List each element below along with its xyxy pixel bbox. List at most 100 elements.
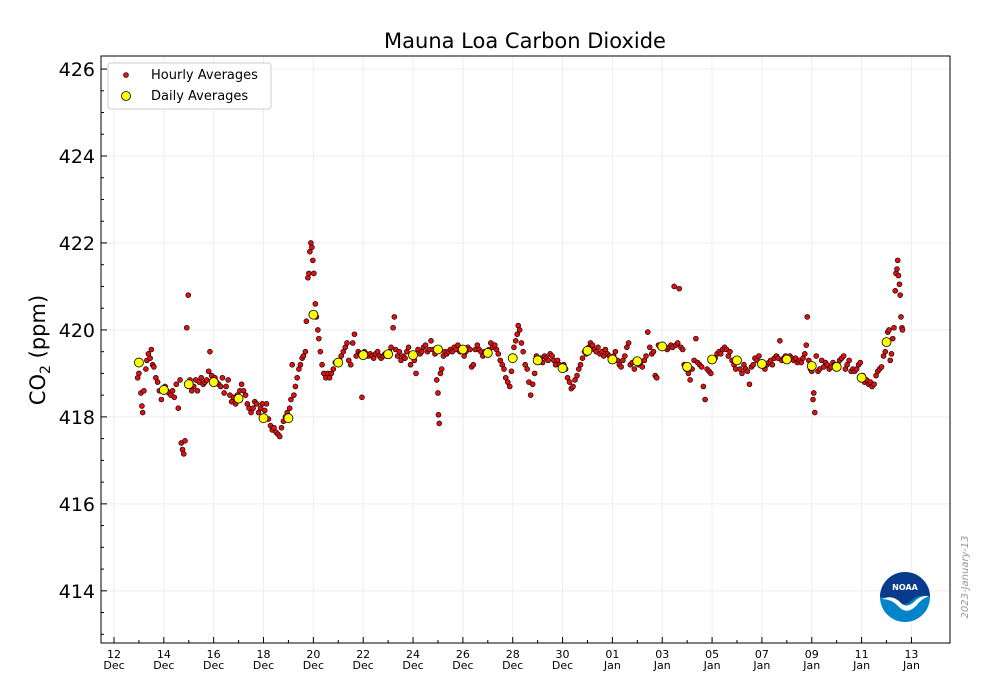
hourly-point [278, 424, 285, 431]
hourly-point [223, 383, 229, 390]
noaa-logo-gull [882, 595, 929, 611]
hourly-point [570, 383, 576, 390]
hourly-point [625, 340, 632, 346]
hourly-point [303, 318, 310, 325]
hourly-point [897, 292, 904, 298]
hourly-point [292, 383, 299, 390]
hourly-point [644, 329, 651, 335]
hourly-point [811, 409, 818, 416]
x-tick-label-day: 01 [605, 648, 619, 661]
x-tick-label-month: Dec [103, 659, 124, 672]
hourly-point [804, 314, 811, 320]
hourly-point [250, 405, 256, 412]
legend-hourly-label: Hourly Averages [151, 68, 258, 83]
hourly-point [495, 351, 502, 357]
x-tick-label-day: 26 [456, 648, 470, 661]
hourly-point [739, 370, 745, 377]
hourly-point [545, 357, 551, 364]
hourly-point [344, 340, 350, 346]
hourly-point [813, 353, 820, 359]
daily-point [258, 413, 269, 424]
hourly-point [143, 366, 149, 372]
y-axis-label: CO2 (ppm) [26, 295, 54, 405]
hourly-point [744, 368, 751, 375]
hourly-point [687, 377, 693, 383]
hourly-point [288, 396, 294, 403]
hourly-point [803, 342, 810, 348]
hourly-point [702, 396, 708, 403]
x-tick-label-month: Jan [603, 659, 621, 672]
x-tick-label-month: Dec [402, 659, 423, 672]
hourly-point [467, 346, 473, 353]
hourly-point [205, 368, 212, 375]
x-tick-label-day: 05 [705, 648, 719, 661]
daily-point [532, 355, 543, 366]
hourly-point [319, 361, 325, 368]
noaa-logo-top [880, 572, 930, 605]
hourly-point [169, 388, 176, 394]
hourly-point [147, 355, 153, 361]
x-tick-label-day: 11 [855, 648, 869, 661]
x-tick-label-day: 09 [805, 648, 819, 661]
y-tick-label: 420 [59, 320, 95, 342]
hourly-point [508, 368, 515, 375]
hourly-point [679, 346, 686, 353]
hourly-point [185, 292, 192, 298]
y-tick-label: 426 [59, 59, 95, 81]
hourly-point [895, 272, 902, 279]
x-tick-label-day: 24 [406, 648, 420, 661]
hourly-point [516, 327, 523, 333]
axes: 41441641842042242442612Dec14Dec16Dec18De… [59, 59, 920, 672]
hourly-point [139, 403, 145, 409]
hourly-point [171, 394, 178, 401]
hourly-point [306, 270, 312, 277]
daily-point [607, 354, 618, 365]
hourly-point [242, 392, 249, 398]
hourly-point [396, 348, 403, 355]
hourly-point [653, 374, 660, 381]
x-tick-label-day: 12 [107, 648, 121, 661]
hourly-point [700, 383, 707, 390]
y-tick-label: 418 [59, 407, 95, 429]
date-watermark: 2023-January-13 [960, 536, 971, 619]
hourly-point [428, 338, 434, 344]
hourly-point [520, 348, 526, 355]
hourly-point [148, 346, 155, 353]
hourly-point [769, 361, 776, 368]
hourly-point [297, 361, 304, 368]
daily-point [233, 393, 244, 404]
hourly-point [750, 361, 756, 368]
hourly-point [810, 396, 816, 403]
hourly-point [512, 338, 519, 344]
hourly-point [676, 285, 682, 292]
hourly-point [286, 405, 293, 412]
legend-daily-label: Daily Averages [151, 89, 248, 104]
hourly-point [531, 370, 538, 377]
daily-point [781, 354, 792, 365]
hourly-point [727, 348, 733, 355]
hourly-point [650, 348, 657, 355]
daily-point [408, 350, 418, 361]
hourly-point [671, 283, 678, 290]
hourly-point [882, 348, 889, 355]
daily-point [457, 344, 468, 355]
x-tick-label-month: Jan [752, 659, 770, 672]
hourly-point [631, 366, 638, 372]
daily-point [831, 361, 842, 372]
hourly-point [407, 361, 414, 368]
hourly-point [887, 357, 894, 364]
hourly-point [151, 364, 157, 370]
hourly-point [898, 314, 904, 320]
hourly-point [674, 340, 681, 346]
hourly-point [506, 383, 513, 390]
x-tick-label-month: Jan [802, 659, 820, 672]
daily-point [806, 361, 817, 371]
x-tick-label-day: 14 [157, 648, 171, 661]
hourly-point [291, 392, 297, 398]
daily-point [134, 357, 144, 368]
hourly-point [263, 401, 270, 407]
y-tick-label: 424 [59, 146, 95, 168]
hourly-point [891, 324, 897, 331]
hourly-point [253, 401, 260, 407]
